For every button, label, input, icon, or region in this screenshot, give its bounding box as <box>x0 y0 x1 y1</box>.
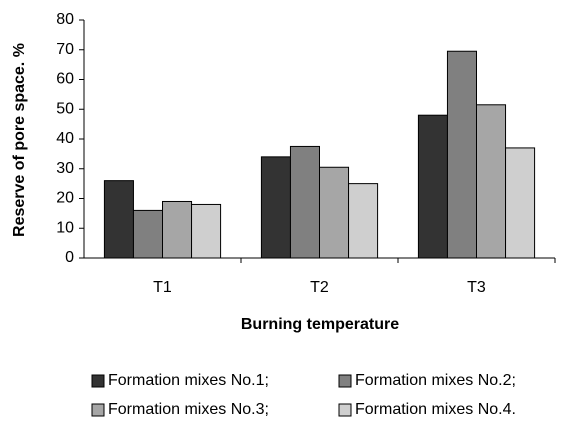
bar <box>446 50 477 259</box>
x-tick-label: T3 <box>467 279 486 296</box>
x-axis-title: Burning temperature <box>241 316 399 333</box>
legend-label: Formation mixes No.3; <box>108 401 269 418</box>
y-tick-label: 80 <box>56 11 74 28</box>
y-tick-label: 40 <box>56 130 74 147</box>
bar <box>417 114 448 259</box>
y-tick-label: 10 <box>56 219 74 236</box>
bar <box>260 156 291 259</box>
y-tick-label: 50 <box>56 100 74 117</box>
bar <box>348 183 379 259</box>
bar <box>319 166 350 259</box>
bar <box>132 209 164 259</box>
legend-swatch <box>338 403 352 417</box>
legend-swatch <box>91 403 105 417</box>
legend-label: Formation mixes No.2; <box>355 372 516 389</box>
bar <box>476 104 507 259</box>
y-tick-label: 20 <box>56 190 74 207</box>
legend-swatch <box>338 374 352 388</box>
y-tick-label: 70 <box>56 41 74 58</box>
bar <box>103 180 134 259</box>
legend-label: Formation mixes No.1; <box>108 372 269 389</box>
y-tick-label: 0 <box>65 249 74 266</box>
legend-swatch <box>91 374 105 388</box>
bar <box>191 203 222 259</box>
x-tick-label: T1 <box>153 279 172 296</box>
x-tick-label: T2 <box>310 279 329 296</box>
bar <box>505 147 536 259</box>
bar <box>289 145 320 259</box>
y-tick-label: 60 <box>56 71 74 88</box>
legend-label: Formation mixes No.4. <box>355 401 516 418</box>
y-axis-title: Reserve of pore space. % <box>11 43 28 237</box>
bar <box>162 200 193 259</box>
y-tick-label: 30 <box>56 160 74 177</box>
